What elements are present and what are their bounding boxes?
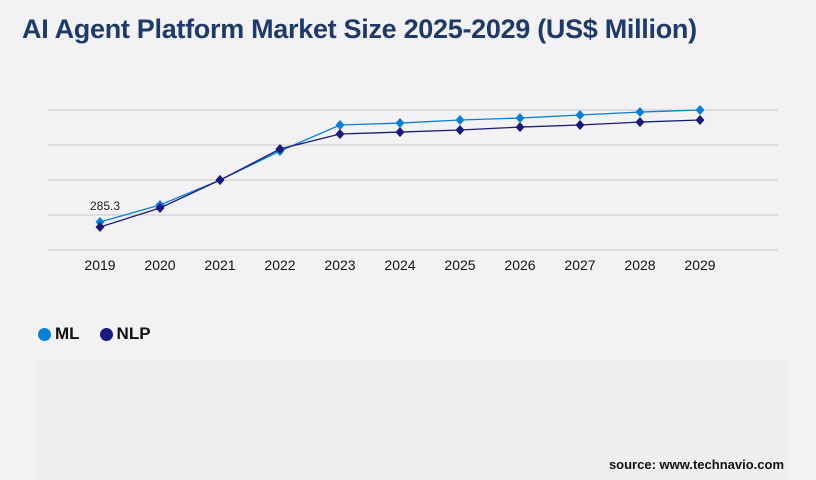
data-point-nlp [95,222,105,233]
x-tick-label: 2023 [324,257,355,273]
data-point-nlp [635,117,645,128]
x-tick-label: 2022 [264,257,295,273]
legend-item-nlp: NLP [99,324,151,344]
data-point-nlp [395,127,405,138]
legend: ML NLP [38,324,151,344]
x-tick-label: 2029 [684,257,715,273]
legend-marker-nlp [99,327,113,341]
data-point-ml [455,115,465,126]
x-tick-label: 2020 [144,257,175,273]
data-point-ml [515,113,525,124]
legend-marker-ml [38,327,51,341]
data-label: 285.3 [90,199,120,213]
data-point-nlp [575,120,585,131]
data-point-ml [395,118,405,129]
x-tick-label: 2026 [504,257,535,273]
data-point-nlp [335,129,345,140]
x-tick-label: 2021 [204,257,235,273]
data-point-ml [635,107,645,118]
legend-label-nlp: NLP [116,324,151,343]
chart-title: AI Agent Platform Market Size 2025-2029 … [22,14,697,44]
x-tick-label: 2027 [564,257,595,273]
data-point-ml [575,110,585,121]
data-point-nlp [215,175,225,186]
source-text: source: www.technavio.com [608,457,784,472]
data-point-nlp [515,122,525,133]
data-point-nlp [155,203,165,214]
data-point-ml [335,120,345,131]
x-tick-label: 2019 [84,257,115,273]
background-panel [34,360,788,480]
data-point-ml [695,105,705,115]
x-tick-label: 2028 [624,257,655,273]
data-point-nlp [695,115,705,126]
data-point-nlp [455,125,465,136]
legend-label-ml: ML [55,324,80,343]
data-point-ml [95,217,105,228]
legend-item-ml: ML [38,324,80,344]
x-tick-label: 2024 [384,257,415,273]
data-point-nlp [275,144,285,155]
x-tick-label: 2025 [444,257,475,273]
